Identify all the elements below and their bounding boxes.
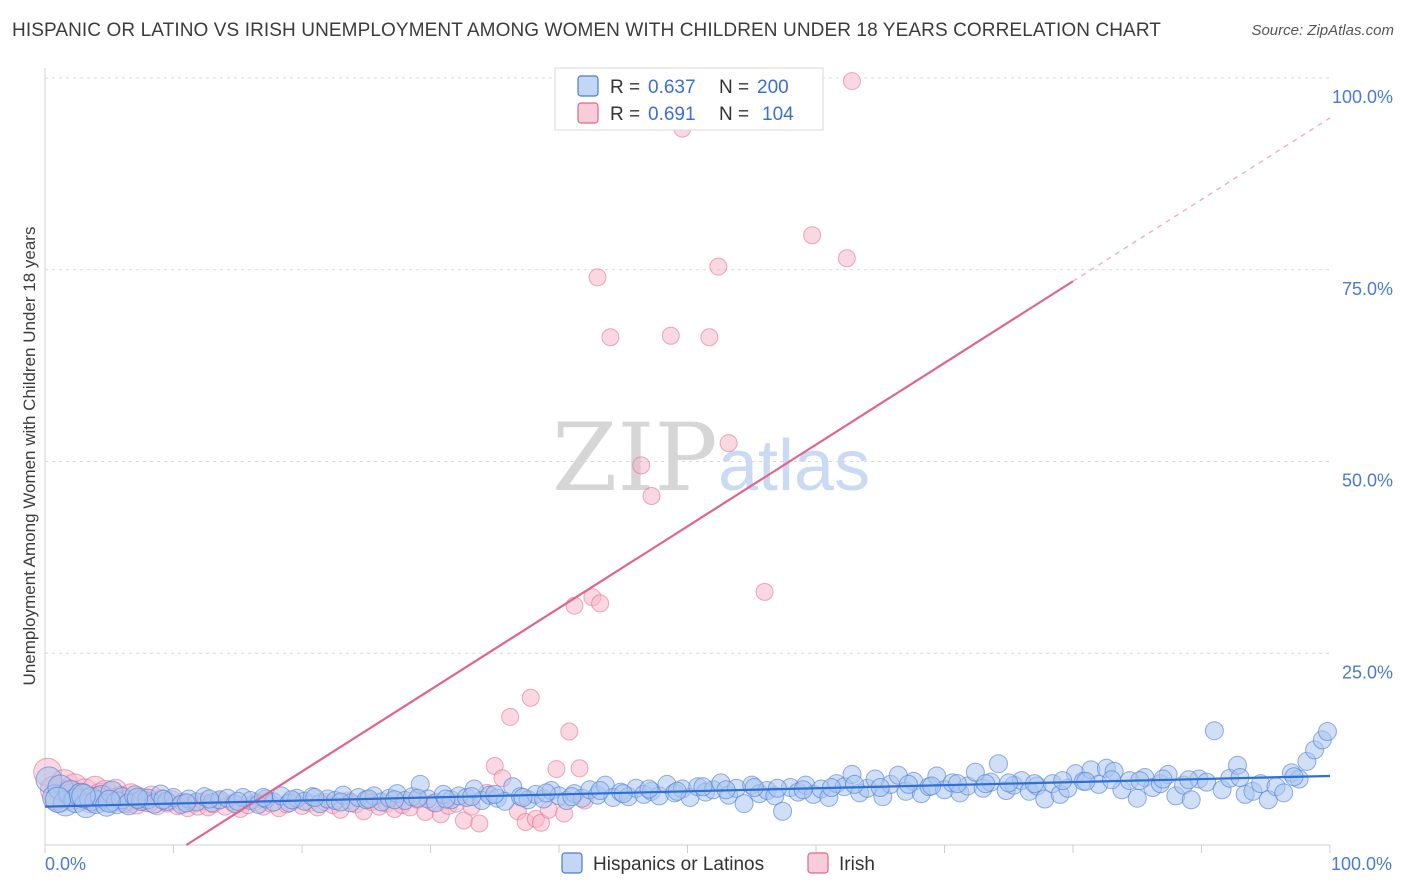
hispanic-point	[305, 787, 325, 807]
hispanic-point	[693, 777, 713, 797]
irish-point	[709, 257, 728, 276]
irish-point	[521, 688, 540, 707]
irish-point	[565, 596, 584, 615]
bottom-legend-swatch-hispanic	[561, 852, 583, 874]
hispanic-point	[485, 784, 505, 804]
irish-point	[501, 707, 520, 726]
irish-point	[547, 760, 566, 779]
hispanic-point	[899, 774, 919, 794]
y-axis-label: Unemployment Among Women with Children U…	[20, 227, 39, 686]
y-tick-labels: 25.0% 50.0% 75.0% 100.0%	[1332, 87, 1393, 682]
irish-point	[661, 326, 680, 345]
irish-point	[591, 594, 610, 613]
hispanic-point	[436, 789, 456, 809]
irish-point	[570, 759, 589, 778]
hispanic-point	[536, 783, 556, 803]
irish-point	[588, 268, 607, 287]
legend-r-label-1: R =	[610, 77, 640, 98]
hispanic-point	[773, 801, 793, 821]
y-tick-label: 25.0%	[1342, 662, 1393, 682]
irish-point	[560, 722, 579, 741]
irish-point	[470, 814, 489, 833]
legend-n-label-1: N =	[719, 77, 749, 98]
legend-r-value-1: 0.637	[648, 77, 696, 98]
trend-lines	[44, 117, 1331, 846]
irish-point	[719, 434, 738, 453]
bottom-legend-swatch-irish	[807, 852, 829, 874]
watermark-zip: ZIP	[552, 404, 718, 513]
irish-trend-line	[185, 280, 1074, 846]
irish-point	[842, 72, 861, 91]
stats-legend: R = 0.637 N = 200 R = 0.691 N = 104	[554, 67, 824, 131]
legend-n-value-1: 200	[757, 77, 789, 98]
x-tick-label-min: 0.0%	[45, 854, 86, 874]
gridlines	[45, 77, 1330, 654]
irish-trend-extension	[1072, 117, 1331, 282]
legend-swatch-hispanic	[577, 75, 599, 97]
watermark-atlas: atlas	[718, 426, 870, 506]
hispanic-point	[988, 754, 1008, 774]
legend-r-value-2: 0.691	[648, 104, 696, 125]
legend-n-label-2: N =	[719, 104, 749, 125]
hispanic-point	[845, 774, 865, 794]
hispanic-points	[35, 721, 1337, 821]
hispanic-point	[1317, 721, 1337, 741]
irish-point	[837, 249, 856, 268]
hispanic-point	[1053, 771, 1073, 791]
y-tick-label: 75.0%	[1342, 279, 1393, 299]
irish-point	[642, 487, 661, 506]
hispanic-point	[153, 789, 174, 810]
x-ticks	[44, 845, 1331, 853]
hispanic-point	[71, 783, 96, 809]
hispanic-point	[639, 779, 659, 799]
hispanic-point	[590, 781, 610, 801]
chart-title: HISPANIC OR LATINO VS IRISH UNEMPLOYMENT…	[12, 20, 1161, 41]
hispanic-point	[1181, 790, 1201, 810]
irish-point	[632, 456, 651, 475]
hispanic-point	[331, 792, 351, 812]
legend-n-value-2: 104	[762, 104, 794, 125]
hispanic-point	[1274, 783, 1294, 803]
hispanic-point	[734, 794, 754, 814]
irish-point	[755, 582, 774, 601]
x-tick-label-max: 100.0%	[1331, 854, 1392, 874]
irish-point	[601, 328, 620, 347]
series-legend: Hispanics or Latinos Irish	[561, 852, 875, 875]
irish-point	[803, 226, 822, 245]
hispanic-point	[1127, 788, 1147, 808]
hispanic-point	[744, 777, 764, 797]
hispanic-point	[1204, 721, 1224, 741]
irish-point	[700, 328, 719, 347]
bottom-legend-label-hispanic: Hispanics or Latinos	[593, 854, 764, 875]
y-tick-label: 50.0%	[1342, 471, 1393, 491]
y-tick-label: 100.0%	[1332, 87, 1393, 107]
hispanic-point	[385, 790, 405, 810]
hispanic-point	[199, 789, 219, 809]
hispanic-point	[1102, 770, 1122, 790]
hispanic-trend-line	[44, 774, 1331, 808]
legend-swatch-irish	[577, 102, 599, 124]
bottom-legend-label-irish: Irish	[839, 854, 875, 875]
hispanic-point	[513, 787, 533, 807]
hispanic-point	[97, 789, 121, 813]
hispanic-point	[44, 786, 71, 813]
legend-r-label-2: R =	[610, 104, 640, 125]
hispanic-point	[562, 787, 582, 807]
chart-source: Source: ZipAtlas.com	[1251, 22, 1394, 39]
